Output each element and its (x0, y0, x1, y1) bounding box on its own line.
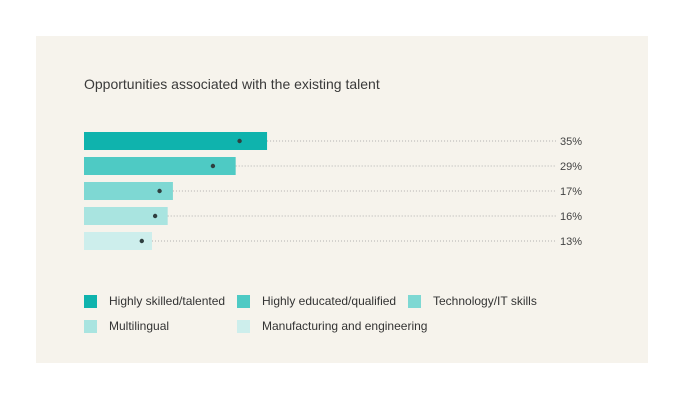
legend-item-2: Highly educated/qualified (237, 294, 396, 308)
legend-label-2: Highly educated/qualified (262, 294, 397, 308)
legend-swatch-3 (408, 294, 421, 308)
legend-label-4: Multilingual (109, 319, 170, 333)
bar-marker-4 (152, 213, 158, 219)
legend-swatch-4 (84, 319, 97, 333)
bar-3 (84, 182, 173, 200)
value-label-5: 13% (560, 236, 582, 248)
bar-5 (84, 232, 152, 250)
legend-swatch-2 (237, 294, 250, 308)
bar-marker-5 (139, 238, 144, 244)
bar-marker-2 (210, 163, 216, 169)
bar-1 (84, 132, 268, 150)
legend-label-5: Manufacturing and engineering (262, 319, 428, 333)
legend-item-5: Manufacturing and engineering (237, 319, 427, 333)
value-label-3: 17% (560, 186, 582, 198)
bar-2 (84, 157, 236, 175)
legend-label-3: Technology/IT skills (433, 294, 537, 308)
value-label-2: 29% (560, 161, 582, 173)
legend-swatch-1 (84, 294, 97, 308)
legend-label-1: Highly skilled/talented (109, 294, 226, 308)
chart-panel: Opportunities associated with the existi… (36, 36, 648, 363)
bar-marker-1 (237, 138, 242, 144)
bar-4 (84, 207, 168, 225)
chart-legend: Highly skilled/talented Highly educated/q… (84, 294, 624, 346)
bar-marker-3 (157, 188, 162, 194)
legend-item-3: Technology/IT skills (408, 294, 537, 308)
value-label-4: 16% (560, 211, 582, 223)
legend-item-4: Multilingual (84, 319, 169, 333)
value-label-1: 35% (560, 136, 582, 148)
bar-chart: 35% 29% 17% 16% 13% (84, 132, 582, 250)
chart-title: Opportunities associated with the existi… (84, 76, 380, 92)
legend-item-1: Highly skilled/talented (84, 294, 225, 308)
legend-swatch-5 (237, 319, 250, 333)
